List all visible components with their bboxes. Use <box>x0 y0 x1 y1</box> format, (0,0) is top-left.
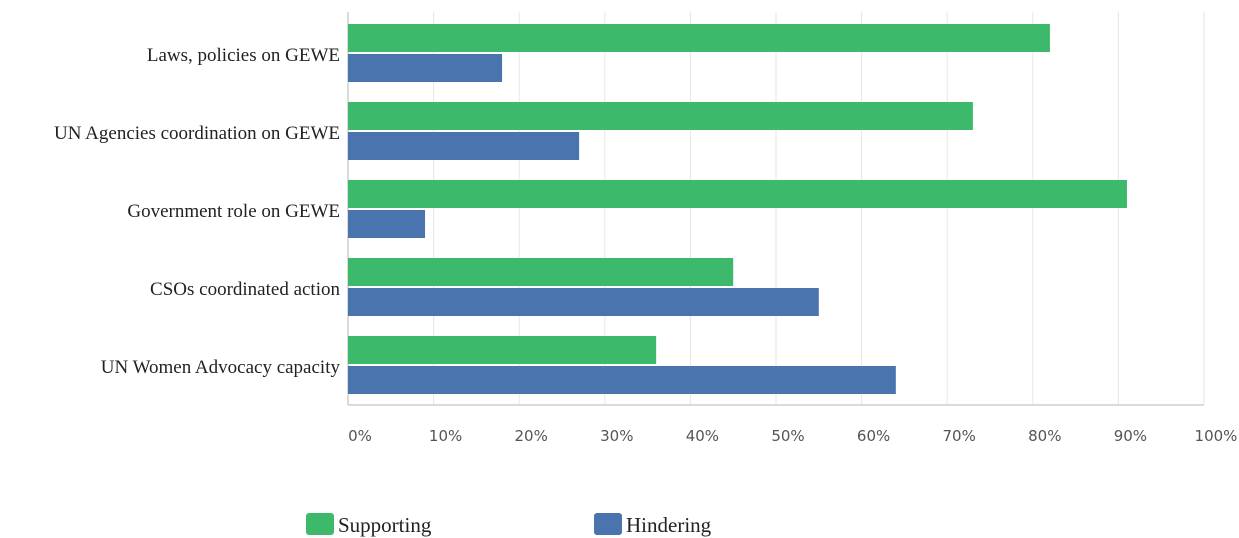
x-tick-labels: 0% 10% 20% 30% 40% 50% 60% 70% 80% 90% 100% <box>348 427 1237 445</box>
legend-label-supporting: Supporting <box>338 513 432 537</box>
legend-swatch-hindering <box>594 513 622 535</box>
legend: Supporting Hindering <box>306 513 712 537</box>
x-tick-label: 70% <box>943 427 976 445</box>
bar-hindering <box>348 132 580 160</box>
bar-hindering <box>348 210 426 238</box>
legend-label-hindering: Hindering <box>626 513 712 537</box>
x-tick-label: 50% <box>771 427 804 445</box>
bar-supporting <box>348 24 1050 52</box>
bar-hindering <box>348 366 896 394</box>
bar-hindering <box>348 54 503 82</box>
x-tick-label: 100% <box>1195 427 1238 445</box>
bar-supporting <box>348 102 973 130</box>
category-label: UN Women Advocacy capacity <box>101 357 341 378</box>
bar-supporting <box>348 258 734 286</box>
bar-hindering <box>348 288 819 316</box>
x-tick-label: 60% <box>857 427 890 445</box>
category-label: Laws, policies on GEWE <box>147 45 340 66</box>
bar-supporting <box>348 336 657 364</box>
bar-supporting <box>348 180 1127 208</box>
category-label: CSOs coordinated action <box>150 279 340 300</box>
x-tick-label: 30% <box>600 427 633 445</box>
category-labels: Laws, policies on GEWE UN Agencies coordi… <box>54 45 340 378</box>
x-tick-label: 90% <box>1114 427 1147 445</box>
x-tick-label: 10% <box>429 427 462 445</box>
x-tick-label: 20% <box>515 427 548 445</box>
x-tick-label: 80% <box>1028 427 1061 445</box>
bars <box>348 24 1127 394</box>
x-tick-label: 40% <box>686 427 719 445</box>
grid <box>347 12 1205 406</box>
legend-swatch-supporting <box>306 513 334 535</box>
category-label: Government role on GEWE <box>127 201 340 222</box>
x-tick-label: 0% <box>348 427 372 445</box>
category-label: UN Agencies coordination on GEWE <box>54 123 340 144</box>
